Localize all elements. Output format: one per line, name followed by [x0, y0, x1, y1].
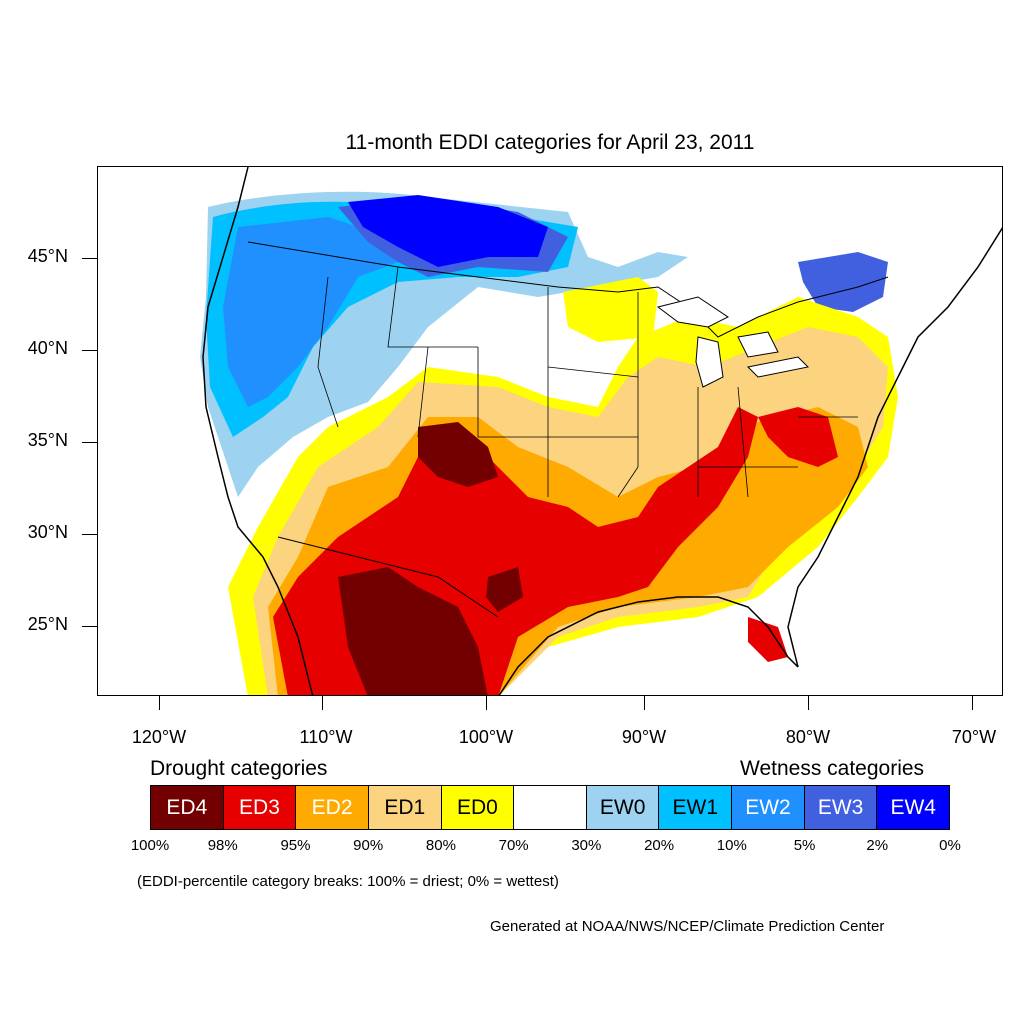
- legend-swatch: ED4: [151, 786, 224, 829]
- x-tick-label: 110°W: [299, 727, 353, 747]
- percentile-label: 98%: [207, 837, 238, 854]
- y-tick-label: 30°N: [27, 522, 68, 542]
- x-tick-mark: [322, 696, 323, 710]
- y-tick-label: 40°N: [27, 338, 68, 358]
- y-tick-label: 25°N: [27, 614, 68, 634]
- map-title: 11-month EDDI categories for April 23, 2…: [345, 131, 755, 154]
- y-tick-mark: [82, 534, 97, 535]
- y-tick-mark: [82, 626, 97, 627]
- great-lakes: [656, 296, 810, 388]
- ed4-region-texas: [486, 567, 523, 612]
- percentile-label: 70%: [498, 837, 529, 854]
- map-plot-area: [97, 166, 1003, 696]
- y-tick-mark: [82, 350, 97, 351]
- category-breaks-note: (EDDI-percentile category breaks: 100% =…: [137, 873, 559, 890]
- mexico-border: [277, 536, 499, 618]
- x-tick-label: 70°W: [951, 727, 997, 747]
- credit-line: Generated at NOAA/NWS/NCEP/Climate Predi…: [490, 918, 885, 935]
- state-borders: [317, 266, 858, 498]
- coastline: [202, 167, 314, 695]
- legend-swatch: [514, 786, 587, 829]
- x-tick-label: 80°W: [785, 727, 831, 747]
- legend-swatch: EW1: [659, 786, 733, 829]
- x-tick-mark: [486, 696, 487, 710]
- conus-eddi-map: [200, 167, 1002, 695]
- legend-swatch: EW0: [586, 786, 660, 829]
- x-tick-label: 120°W: [131, 727, 187, 747]
- y-tick-label: 35°N: [27, 430, 68, 450]
- x-tick-mark: [972, 696, 973, 710]
- legend-swatch: EW2: [732, 786, 805, 829]
- y-tick-mark: [82, 258, 97, 259]
- x-tick-label: 90°W: [621, 727, 667, 747]
- ed0-region-north: [563, 277, 658, 342]
- percentile-label: 0%: [939, 837, 961, 854]
- x-tick-mark: [808, 696, 809, 710]
- x-tick-label: 100°W: [458, 727, 514, 747]
- ew2-region-northwest: [223, 217, 398, 407]
- atlantic-coast: [787, 227, 1002, 668]
- percentile-label: 100%: [130, 837, 170, 854]
- ed4-region-panhandle: [418, 422, 498, 487]
- legend-swatch: EW3: [804, 786, 878, 829]
- y-tick-mark: [82, 442, 97, 443]
- percentile-label: 95%: [280, 837, 311, 854]
- legend-colorbar: ED4 ED3 ED2 ED1 ED0 EW0 EW1 EW2 EW3 EW4: [150, 785, 950, 830]
- percentile-label: 2%: [866, 837, 889, 854]
- ed4-region-mexico: [338, 567, 488, 695]
- percentile-label: 20%: [644, 837, 675, 854]
- gulf-coast: [498, 596, 799, 695]
- y-tick-label: 45°N: [27, 246, 68, 266]
- wetness-categories-heading: Wetness categories: [740, 757, 925, 780]
- legend-swatch: ED3: [223, 786, 297, 829]
- percentile-label: 10%: [716, 837, 747, 854]
- legend-swatch: EW4: [877, 786, 950, 829]
- drought-categories-heading: Drought categories: [150, 757, 328, 780]
- percentile-label: 30%: [571, 837, 602, 854]
- percentile-label: 90%: [353, 837, 384, 854]
- legend-swatch: ED1: [368, 786, 442, 829]
- percentile-label: 80%: [425, 837, 456, 854]
- percentile-label: 5%: [793, 837, 816, 854]
- legend-swatch: ED2: [296, 786, 369, 829]
- x-tick-mark: [159, 696, 160, 710]
- x-tick-mark: [644, 696, 645, 710]
- ew-region-northeast: [798, 252, 888, 312]
- ed3-region-florida: [748, 617, 788, 662]
- ed3-region-east: [758, 407, 838, 467]
- legend-swatch: ED0: [441, 786, 515, 829]
- ew4-region-montana: [348, 195, 548, 267]
